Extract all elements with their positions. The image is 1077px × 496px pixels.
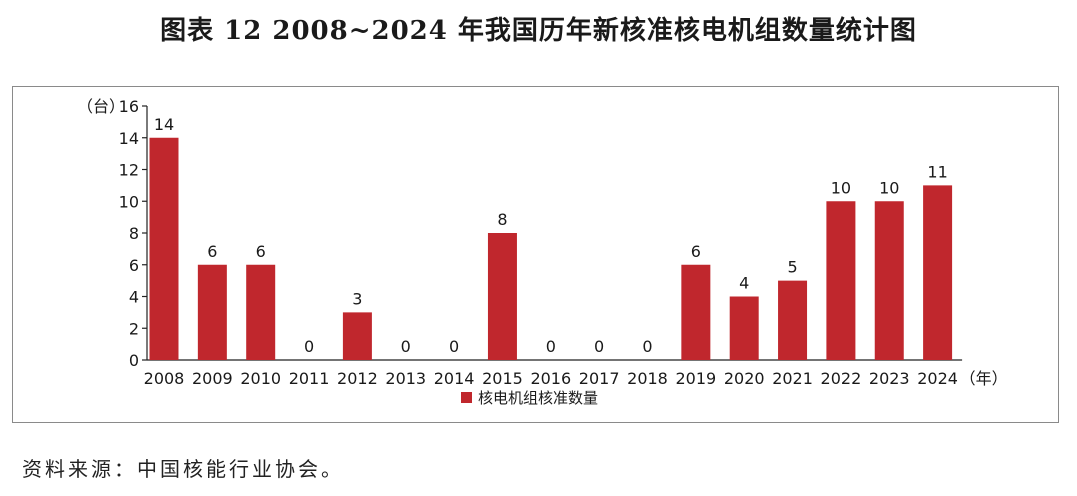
- x-tick-label-2009: 2009: [192, 369, 233, 388]
- data-label-2021: 5: [787, 258, 797, 277]
- bar-2015: [487, 233, 517, 360]
- bar-2024: [923, 185, 953, 360]
- x-unit-label: （年）: [960, 369, 1008, 388]
- data-label-2013: 0: [401, 337, 411, 356]
- data-label-2009: 6: [207, 242, 217, 261]
- x-tick-label-2017: 2017: [579, 369, 620, 388]
- data-label-2015: 8: [497, 210, 507, 229]
- x-tick-label-2019: 2019: [675, 369, 716, 388]
- x-tick-label-2023: 2023: [869, 369, 910, 388]
- legend-swatch: [461, 392, 472, 403]
- data-label-2010: 6: [256, 242, 266, 261]
- y-tick-label: 2: [129, 319, 139, 338]
- data-label-2016: 0: [546, 337, 556, 356]
- y-tick-label: 10: [119, 192, 139, 211]
- x-tick-label-2021: 2021: [772, 369, 813, 388]
- y-tick-label: 6: [129, 256, 139, 275]
- bar-2010: [246, 264, 276, 360]
- y-tick-label: 4: [129, 288, 139, 307]
- bar-2009: [197, 264, 227, 360]
- x-tick-label-2013: 2013: [385, 369, 426, 388]
- data-label-2017: 0: [594, 337, 604, 356]
- chart-frame: 0 2 4 6 8 10 12 14 16 （台） 2008 2009 2010 2011 2012 201…: [12, 86, 1059, 423]
- x-tick-label-2016: 2016: [530, 369, 571, 388]
- data-label-2012: 3: [352, 289, 362, 308]
- bar-2012: [342, 312, 372, 360]
- bar-2020: [729, 296, 759, 360]
- figure-title: 图表 12 2008~2024 年我国历年新核准核电机组数量统计图: [160, 16, 917, 46]
- bar-2019: [681, 264, 711, 360]
- x-tick-label-2010: 2010: [240, 369, 281, 388]
- y-tick-label: 0: [129, 351, 139, 370]
- y-unit-label: （台）: [77, 97, 125, 116]
- x-tick-label-2011: 2011: [289, 369, 330, 388]
- x-tick-label-2014: 2014: [434, 369, 475, 388]
- legend: 核电机组核准数量: [461, 389, 598, 407]
- y-tick-label: 12: [119, 161, 139, 180]
- x-tick-label-2012: 2012: [337, 369, 378, 388]
- data-label-2018: 0: [642, 337, 652, 356]
- bar-2008: [149, 137, 179, 360]
- source-note: 资料来源：中国核能行业协会。: [22, 457, 344, 481]
- bar-chart: 0 2 4 6 8 10 12 14 16（台） 2008 2009 2010 2011 2012 201…: [77, 97, 1008, 407]
- data-label-2008: 14: [154, 115, 174, 134]
- data-label-2011: 0: [304, 337, 314, 356]
- x-tick-label-2022: 2022: [821, 369, 862, 388]
- bar-2021: [778, 280, 808, 360]
- data-label-2019: 6: [691, 242, 701, 261]
- y-tick-label: 8: [129, 224, 139, 243]
- data-label-2014: 0: [449, 337, 459, 356]
- y-axis: 0 2 4 6 8 10 12 14 16（台）: [77, 97, 148, 370]
- bars: [149, 137, 953, 360]
- x-tick-label-2024: 2024: [917, 369, 958, 388]
- x-tick-label-2008: 2008: [144, 369, 185, 388]
- data-label-2020: 4: [739, 274, 749, 293]
- data-label-2023: 10: [879, 178, 899, 197]
- legend-label: 核电机组核准数量: [478, 389, 598, 407]
- data-label-2024: 11: [927, 162, 947, 181]
- y-tick-label: 16: [119, 97, 139, 116]
- bar-2022: [826, 201, 856, 360]
- data-labels: 14 6 6 0 3 0 0 8 0 0 0 6 4 5 10 10 11: [154, 115, 948, 356]
- y-tick-label: 14: [119, 129, 139, 148]
- x-axis: 2008 2009 2010 2011 2012 2013 2014 2015 2016 2017…: [144, 359, 1008, 388]
- x-tick-label-2015: 2015: [482, 369, 523, 388]
- bar-2023: [874, 201, 904, 360]
- x-tick-label-2018: 2018: [627, 369, 668, 388]
- data-label-2022: 10: [831, 178, 851, 197]
- x-tick-label-2020: 2020: [724, 369, 765, 388]
